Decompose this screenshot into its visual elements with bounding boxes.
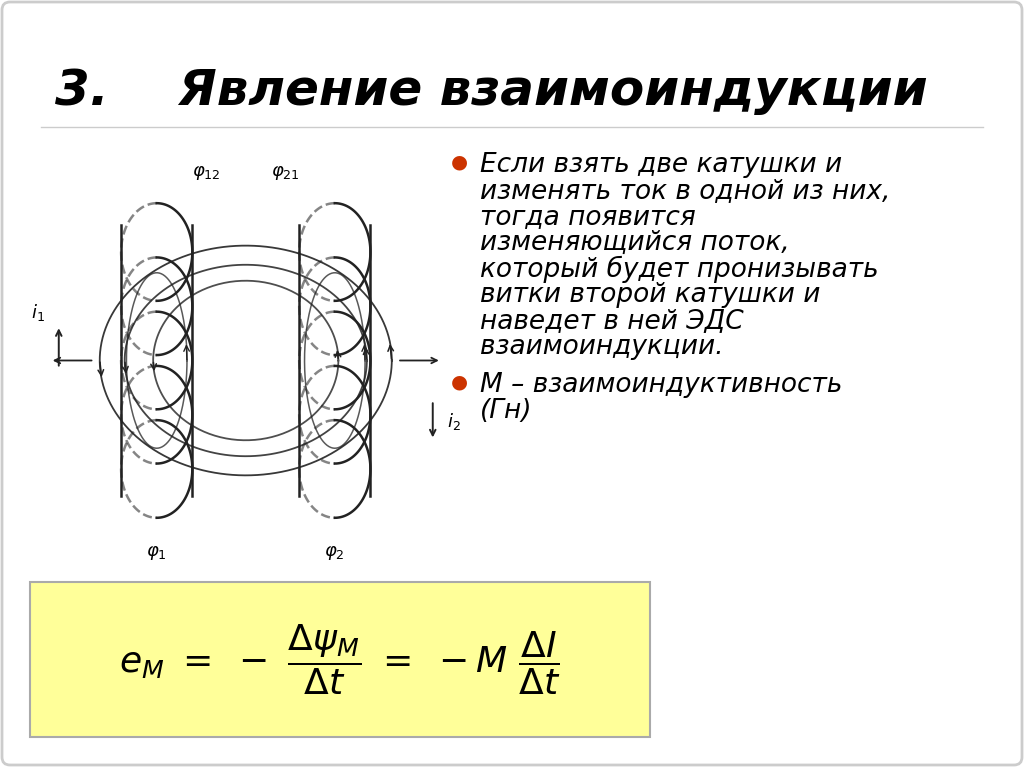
Text: витки второй катушки и: витки второй катушки и	[480, 282, 820, 308]
Text: $\varphi_{21}$: $\varphi_{21}$	[270, 164, 299, 182]
Text: который будет пронизывать: который будет пронизывать	[480, 256, 879, 283]
Text: М – взаимоиндуктивность: М – взаимоиндуктивность	[480, 372, 843, 398]
Text: наведет в ней ЭДС: наведет в ней ЭДС	[480, 308, 743, 334]
Text: $\varphi_{1}$: $\varphi_{1}$	[146, 544, 167, 562]
Text: изменяющийся поток,: изменяющийся поток,	[480, 230, 790, 256]
Text: $\varphi_{2}$: $\varphi_{2}$	[325, 544, 345, 562]
Text: (Гн): (Гн)	[480, 398, 532, 424]
FancyBboxPatch shape	[30, 582, 650, 737]
Text: взаимоиндукции.: взаимоиндукции.	[480, 334, 724, 360]
Text: Если взять две катушки и: Если взять две катушки и	[480, 152, 842, 178]
Text: $\varphi_{12}$: $\varphi_{12}$	[193, 164, 221, 182]
Text: $i_2$: $i_2$	[447, 410, 461, 432]
Text: тогда появится: тогда появится	[480, 204, 695, 230]
Text: 3.    Явление взаимоиндукции: 3. Явление взаимоиндукции	[55, 67, 928, 115]
Text: изменять ток в одной из них,: изменять ток в одной из них,	[480, 178, 891, 204]
Text: ●: ●	[451, 152, 468, 171]
Text: ●: ●	[451, 372, 468, 391]
Text: $i_1$: $i_1$	[31, 302, 44, 323]
Text: $e_{\mathit{M}}\ =\ -\ \dfrac{\Delta\psi_{\mathit{M}}}{\Delta t}\ =\ -M\ \dfrac{: $e_{\mathit{M}}\ =\ -\ \dfrac{\Delta\psi…	[119, 623, 561, 697]
